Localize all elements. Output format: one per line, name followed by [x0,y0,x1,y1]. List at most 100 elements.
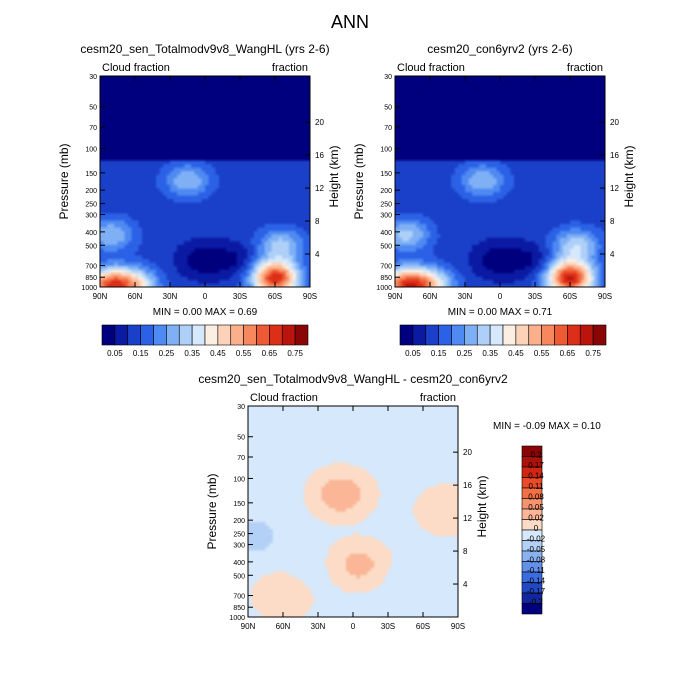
panel-title: cesm20_con6yrv2 (yrs 2-6) [427,42,572,56]
y-tick-label: 30 [384,74,392,81]
colorbar-label: 0.05 [528,503,544,512]
y2-tick-label: 8 [315,217,320,226]
y-tick-label: 150 [233,501,245,508]
y2-axis-label: Height (km) [622,145,636,207]
y2-axis-label: Height (km) [475,475,489,537]
x-tick-label: 30N [458,292,473,301]
y-tick-label: 30 [237,404,245,411]
colorbar-label: 0.55 [534,349,550,358]
colorbar-swatch [256,324,270,346]
colorbar-label: 0.02 [528,513,544,522]
figure-title: ANN [331,12,369,32]
panel-right-label: fraction [272,62,308,74]
y2-tick-label: 8 [463,547,468,556]
y-tick-label: 200 [85,188,97,195]
x-tick-label: 30N [311,622,326,631]
colorbar-label: 0.75 [585,349,601,358]
y-tick-label: 150 [85,171,97,178]
y-tick-label: 100 [380,146,392,153]
colorbar-swatch [412,324,427,346]
colorbar-swatch [269,324,283,346]
colorbar-label: 0.25 [457,349,473,358]
colorbar-label: 0.35 [482,349,498,358]
y-tick-label: 250 [380,202,392,209]
colorbar-label: 0.05 [405,349,421,358]
y-tick-label: 1000 [376,285,392,292]
y-tick-label: 700 [85,264,97,271]
y-tick-label: 70 [384,125,392,132]
y-tick-label: 700 [233,594,245,601]
chart-panel-2: cesm20_con6yrv2 (yrs 2-6) Cloud fraction f… [352,42,636,358]
y-tick-label: 400 [233,560,245,567]
colorbar-label: 0.65 [560,349,576,358]
colorbar-swatch [153,324,167,346]
y2-tick-label: 4 [463,580,468,589]
colorbar-swatch [127,324,141,346]
y-tick-label: 300 [85,213,97,220]
panel-right-label: fraction [567,62,603,74]
y-axis-label: Pressure (mb) [57,143,71,219]
x-tick-label: 30S [233,292,247,301]
colorbar-label: -0.02 [527,534,546,543]
colorbar-swatch [114,324,129,346]
colorbar-swatch [528,324,542,346]
chart-panel-1: cesm20_sen_Totalmodv9v8_WangHL (yrs 2-6)… [57,42,341,358]
y-axis-label: Pressure (mb) [352,143,366,219]
colorbar-swatch [515,324,530,346]
colorbar-swatch [541,324,555,346]
colorbar-label: 0.45 [210,349,226,358]
y-axis-label: Pressure (mb) [205,473,219,549]
y-tick-label: 50 [89,105,97,112]
x-tick-label: 30S [381,622,395,631]
y-tick-label: 850 [380,275,392,282]
x-tick-label: 60N [276,622,291,631]
x-tick-label: 60S [268,292,282,301]
colorbar-label: -0.05 [527,545,546,554]
colorbar-label: 0.75 [287,349,303,358]
colorbar-swatch [521,603,543,615]
y-tick-label: 100 [85,146,97,153]
panel-left-label: Cloud fraction [397,62,465,74]
colorbar-swatch [217,324,232,346]
y2-tick-label: 12 [610,184,619,193]
y-tick-label: 700 [380,264,392,271]
colorbar-label: 0.17 [528,461,544,470]
y-tick-label: 850 [85,275,97,282]
y-tick-label: 300 [233,543,245,550]
x-tick-label: 90N [93,292,108,301]
colorbar-label: 0.08 [528,492,544,501]
y-tick-label: 200 [380,188,392,195]
y2-tick-label: 20 [463,448,472,457]
panel-title: cesm20_sen_Totalmodv9v8_WangHL - cesm20_… [198,372,508,386]
colorbar-label: -0.08 [527,555,546,564]
colorbar-label: -0.2 [529,597,543,606]
heatmap-field [395,76,605,287]
colorbar: 0.05 0.15 0.25 0.35 0.45 0.55 0.65 0.75 [399,324,607,358]
colorbar-swatch [502,324,517,346]
stats-text: MIN = 0.00 MAX = 0.69 [153,307,258,318]
y2-tick-label: 16 [315,151,324,160]
x-tick-label: 90S [303,292,317,301]
colorbar-swatch [489,324,504,346]
colorbar-swatch [464,324,478,346]
colorbar-label: -0.14 [527,576,546,585]
x-tick-label: 0 [203,292,208,301]
y2-tick-label: 16 [610,151,619,160]
y-tick-label: 250 [85,202,97,209]
y-tick-label: 500 [85,243,97,250]
colorbar-swatch [554,324,568,346]
colorbar-label: 0.15 [431,349,447,358]
x-tick-label: 60S [416,622,430,631]
colorbar-label: 0.35 [184,349,200,358]
colorbar-swatch [204,324,219,346]
colorbar-label: -0.17 [527,587,546,596]
colorbar: 0.05 0.15 0.25 0.35 0.45 0.55 0.65 0.75 [101,324,309,358]
y-tick-label: 500 [380,243,392,250]
y2-tick-label: 16 [463,481,472,490]
colorbar-label: 0.45 [508,349,524,358]
heatmap-field [100,76,310,287]
colorbar-swatch [425,324,439,346]
x-tick-label: 60S [563,292,577,301]
colorbar-swatch [294,324,309,346]
